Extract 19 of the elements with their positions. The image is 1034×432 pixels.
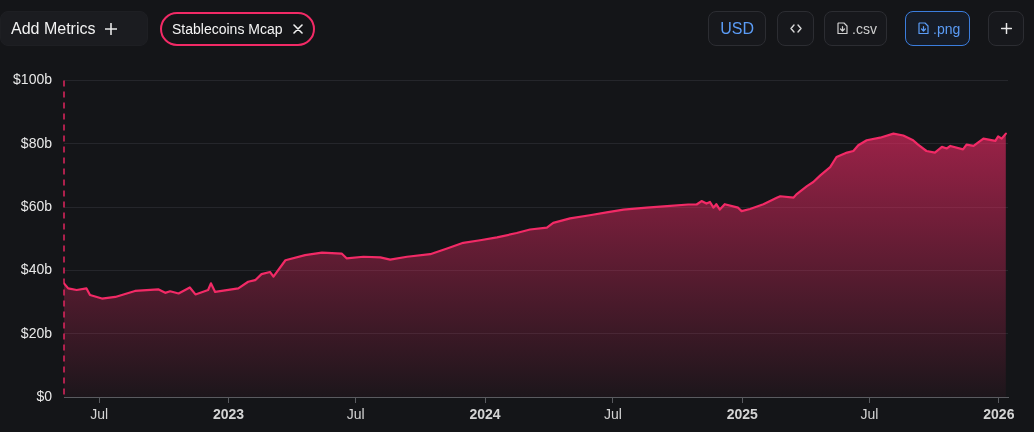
text: .csv (852, 20, 877, 37)
x-tick-label: 2025 (726, 406, 759, 423)
x-tick-label: 2026 (983, 406, 1015, 423)
y-tick-label: $20b (20, 324, 53, 341)
x-tick-label: Jul (90, 406, 109, 423)
y-tick-label: $60b (20, 197, 53, 214)
x-tick-label: Jul (346, 406, 365, 423)
text: .png (933, 20, 961, 37)
y-tick-label: $0 (36, 387, 53, 404)
text: USD (720, 19, 754, 38)
legend-label: Stablecoins Mcap (172, 21, 283, 37)
x-tick-label: Jul (604, 406, 622, 423)
x-tick-label: Jul (860, 406, 879, 423)
x-tick-label: 2024 (469, 406, 501, 423)
text: Add Metrics (11, 19, 96, 38)
y-tick-label: $100b (13, 71, 53, 88)
y-tick-label: $80b (20, 134, 53, 151)
y-tick-label: $40b (20, 261, 53, 278)
x-tick-label: 2023 (212, 406, 245, 423)
